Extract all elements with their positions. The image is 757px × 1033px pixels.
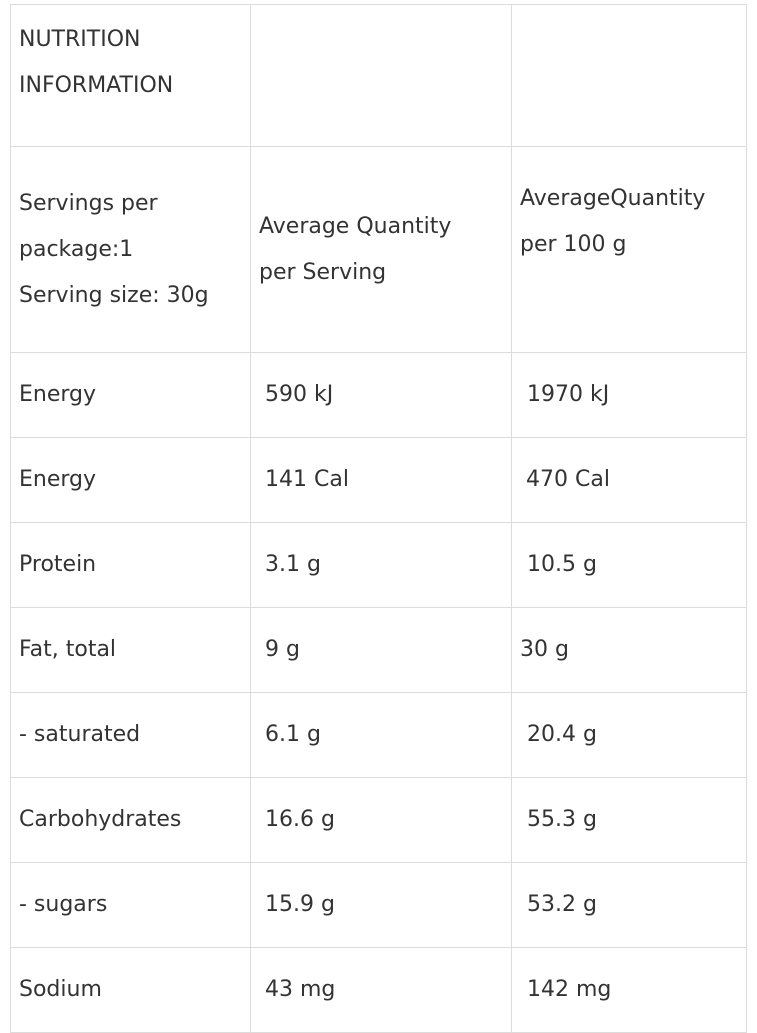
per-serving-header: Average Quantity per Serving (250, 146, 512, 353)
nutrient-name: Protein (10, 522, 251, 608)
per-100g-value-text: 30 g (520, 637, 569, 662)
per-100g-value-text: 53.2 g (527, 892, 597, 917)
table-row: - sugars 15.9 g 53.2 g (10, 862, 747, 948)
per-serving-value: 9 g (250, 607, 512, 693)
nutrient-name: Energy (10, 352, 251, 438)
table-title-line-1: NUTRITION (19, 27, 141, 52)
nutrition-table: NUTRITION INFORMATION Servings per packa… (10, 4, 747, 1033)
per-serving-value: 590 kJ (250, 352, 512, 438)
per-serving-value: 3.1 g (250, 522, 512, 608)
per-serving-value: 15.9 g (250, 862, 512, 948)
nutrient-name: Sodium (10, 947, 251, 1033)
table-row: Sodium 43 mg 142 mg (10, 947, 747, 1033)
per-100g-value-text: 10.5 g (527, 552, 597, 577)
table-title-line-2: INFORMATION (19, 73, 174, 98)
table-title-cell: NUTRITION INFORMATION (10, 4, 251, 147)
servings-per-line: Servings per (19, 190, 158, 216)
per-100g-value: 55.3 g (511, 777, 747, 863)
per-100g-value-text: 1970 kJ (527, 382, 610, 407)
per-serving-header-line-2: per Serving (259, 259, 387, 285)
per-serving-value-text: 141 Cal (265, 467, 349, 492)
table-header-row: Servings per package:1 Serving size: 30g… (10, 146, 747, 353)
per-100g-value-text: 55.3 g (527, 807, 597, 832)
nutrient-name: Energy (10, 437, 251, 523)
per-100g-header: AverageQuantity per 100 g (511, 146, 747, 353)
package-count-line: package:1 (19, 236, 134, 262)
per-100g-value: 53.2 g (511, 862, 747, 948)
table-row: Fat, total 9 g 30 g (10, 607, 747, 693)
per-100g-value: 470 Cal (511, 437, 747, 523)
serving-info-cell: Servings per package:1 Serving size: 30g (10, 146, 251, 353)
table-row: Energy 141 Cal 470 Cal (10, 437, 747, 523)
per-serving-value-text: 590 kJ (265, 382, 334, 407)
per-serving-value: 43 mg (250, 947, 512, 1033)
empty-cell (511, 4, 747, 147)
per-serving-value: 6.1 g (250, 692, 512, 778)
empty-cell (250, 4, 512, 147)
per-100g-value: 142 mg (511, 947, 747, 1033)
per-100g-value-text: 470 Cal (526, 467, 610, 492)
per-100g-value: 10.5 g (511, 522, 747, 608)
per-serving-value-text: 43 mg (265, 977, 336, 1002)
nutrient-name: - saturated (10, 692, 251, 778)
per-serving-header-line-1: Average Quantity (259, 213, 452, 239)
per-serving-value: 141 Cal (250, 437, 512, 523)
per-serving-value-text: 6.1 g (265, 722, 321, 747)
per-serving-value-text: 16.6 g (265, 807, 335, 832)
per-serving-value-text: 9 g (265, 637, 300, 662)
table-row: Carbohydrates 16.6 g 55.3 g (10, 777, 747, 863)
nutrient-name: Fat, total (10, 607, 251, 693)
nutrient-name: Carbohydrates (10, 777, 251, 863)
per-100g-value: 20.4 g (511, 692, 747, 778)
nutrient-name: - sugars (10, 862, 251, 948)
per-100g-value-text: 142 mg (527, 977, 612, 1002)
per-100g-header-line-1: AverageQuantity (520, 186, 706, 211)
per-100g-header-line-2: per 100 g (520, 232, 627, 257)
per-100g-value-text: 20.4 g (527, 722, 597, 747)
per-100g-value: 1970 kJ (511, 352, 747, 438)
per-serving-value-text: 3.1 g (265, 552, 321, 577)
table-title-row: NUTRITION INFORMATION (10, 4, 747, 147)
table-row: Protein 3.1 g 10.5 g (10, 522, 747, 608)
table-row: Energy 590 kJ 1970 kJ (10, 352, 747, 438)
table-row: - saturated 6.1 g 20.4 g (10, 692, 747, 778)
per-100g-value: 30 g (511, 607, 747, 693)
per-serving-value-text: 15.9 g (265, 892, 335, 917)
per-serving-value: 16.6 g (250, 777, 512, 863)
serving-size-line: Serving size: 30g (19, 282, 209, 308)
